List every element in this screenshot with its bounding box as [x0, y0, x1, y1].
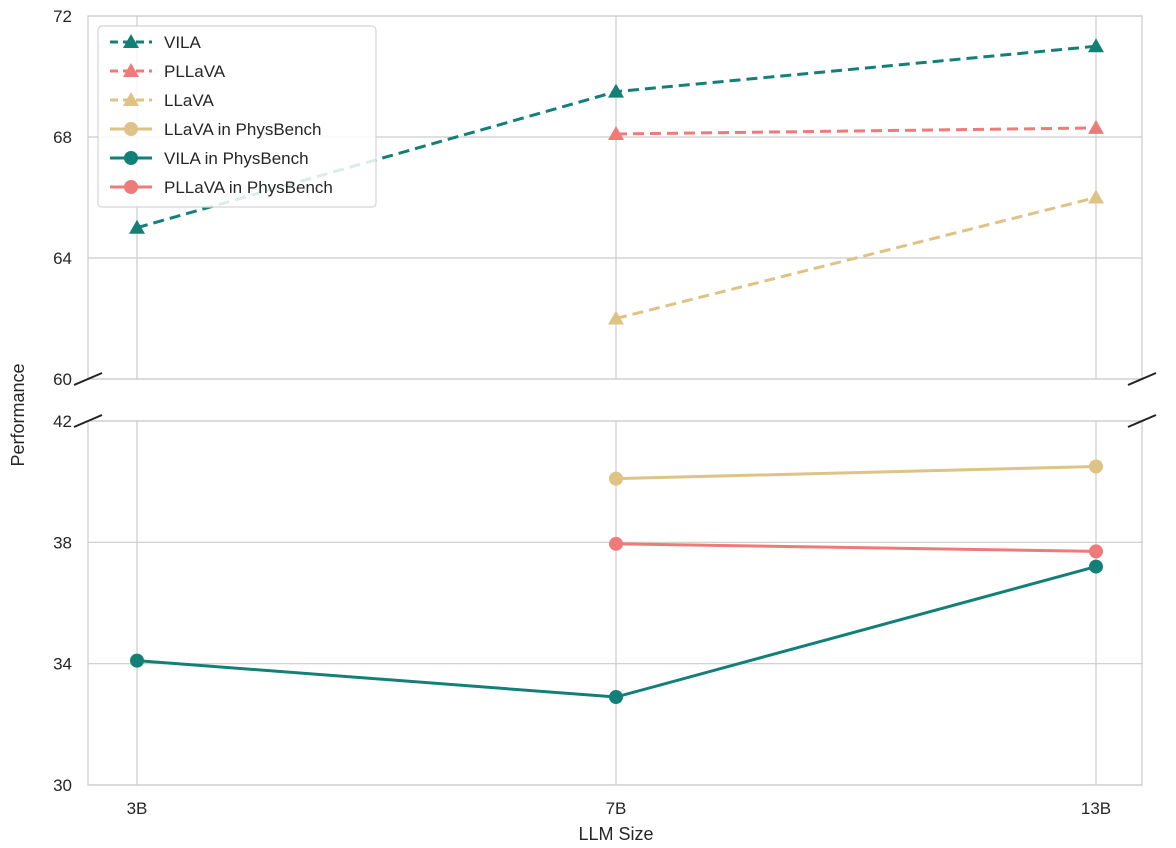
data-point: [1089, 559, 1103, 574]
data-point: [1089, 544, 1103, 559]
axis-break-mark: [1127, 414, 1157, 428]
legend-item: VILA in PhysBench: [110, 149, 309, 168]
data-point: [1088, 189, 1104, 204]
legend-label: VILA: [164, 33, 202, 52]
legend: VILA PLLaVA LLaVA LLaVA in PhysBench VILA in…: [97, 25, 377, 208]
legend-item: VILA: [110, 33, 202, 52]
upper-y-tick-label: 60: [53, 370, 72, 389]
lower-y-tick-label: 34: [53, 655, 72, 674]
legend-marker: [124, 180, 138, 194]
legend-item: LLaVA in PhysBench: [110, 120, 322, 139]
tick-layer: 60 64 68 72 30 34 38 42 3B 7B 13B: [53, 7, 1111, 818]
x-tick-label: 3B: [127, 799, 148, 818]
legend-label: LLaVA: [164, 91, 214, 110]
legend-marker: [123, 34, 139, 48]
legend-item: PLLaVA: [110, 62, 226, 81]
legend-label: PLLaVA in PhysBench: [164, 178, 333, 197]
data-point: [608, 83, 624, 98]
x-axis-label: LLM Size: [578, 824, 653, 844]
legend-marker: [124, 122, 138, 136]
series-pllava: [608, 119, 1104, 140]
lower-frame: [87, 420, 1143, 786]
series-line: [615, 465, 1097, 481]
data-point: [129, 219, 145, 234]
series-line: [615, 126, 1097, 136]
data-point: [130, 653, 144, 668]
legend-marker: [124, 151, 138, 165]
legend-box: [97, 25, 377, 208]
lower-y-tick-label: 30: [53, 776, 72, 795]
data-point: [609, 471, 623, 486]
series-vila-in-physbench: [130, 559, 1103, 705]
legend-label: PLLaVA: [164, 62, 226, 81]
lower-y-tick-label: 38: [53, 533, 72, 552]
data-point: [1088, 38, 1104, 53]
upper-y-tick-label: 68: [53, 128, 72, 147]
lower-y-tick-label: 42: [53, 412, 72, 431]
data-point: [609, 536, 623, 551]
series-pllava-in-physbench: [609, 536, 1103, 559]
x-tick-label: 13B: [1081, 799, 1111, 818]
x-tick-label: 7B: [606, 799, 627, 818]
series-line: [615, 196, 1097, 320]
series-vila: [129, 38, 1104, 234]
upper-y-tick-label: 72: [53, 7, 72, 26]
axis-break-mark: [73, 372, 103, 386]
legend-item: PLLaVA in PhysBench: [110, 178, 333, 197]
legend-marker: [123, 63, 139, 77]
series-line: [615, 542, 1097, 553]
series-llava: [608, 189, 1104, 325]
legend-item: LLaVA: [110, 91, 214, 110]
series-llava-in-physbench: [609, 459, 1103, 486]
legend-marker: [123, 92, 139, 106]
data-point: [1088, 119, 1104, 134]
axis-break-mark: [1127, 372, 1157, 386]
data-point: [608, 125, 624, 140]
data-point: [608, 310, 624, 325]
series-layer: [129, 38, 1104, 705]
data-point: [1089, 459, 1103, 474]
axis-break-mark: [73, 414, 103, 428]
legend-label: LLaVA in PhysBench: [164, 120, 322, 139]
data-point: [609, 690, 623, 705]
upper-frame: [87, 15, 1143, 380]
frame-layer: [73, 15, 1157, 786]
legend-label: VILA in PhysBench: [164, 149, 309, 168]
y-axis-label: Performance: [8, 363, 28, 466]
upper-y-tick-label: 64: [53, 249, 72, 268]
